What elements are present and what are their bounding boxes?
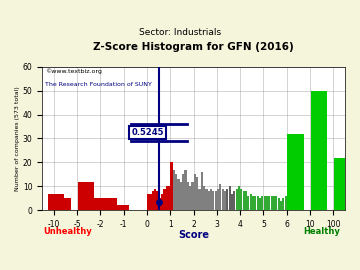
Bar xyxy=(229,186,231,210)
Title: Z-Score Histogram for GFN (2016): Z-Score Histogram for GFN (2016) xyxy=(93,42,294,52)
Bar xyxy=(284,196,287,210)
Bar xyxy=(264,196,266,210)
Bar xyxy=(187,181,189,210)
Bar xyxy=(249,194,252,210)
Bar xyxy=(266,196,268,210)
Bar xyxy=(280,201,282,210)
Bar xyxy=(273,196,275,210)
Bar xyxy=(149,194,152,210)
Bar xyxy=(278,198,280,210)
Bar xyxy=(288,134,303,210)
Bar xyxy=(189,186,191,210)
Bar xyxy=(282,198,284,210)
Bar xyxy=(212,191,215,210)
Bar xyxy=(257,196,259,210)
Text: Healthy: Healthy xyxy=(303,228,340,237)
Bar xyxy=(147,194,149,210)
Bar xyxy=(175,174,177,210)
X-axis label: Score: Score xyxy=(178,230,209,240)
Bar xyxy=(173,170,175,210)
Bar xyxy=(86,198,102,210)
Bar xyxy=(152,191,154,210)
Bar xyxy=(208,191,210,210)
Bar xyxy=(177,179,180,210)
Bar xyxy=(168,186,170,210)
Bar xyxy=(238,186,240,210)
Text: The Research Foundation of SUNY: The Research Foundation of SUNY xyxy=(45,82,152,87)
Bar xyxy=(254,196,256,210)
Bar xyxy=(217,189,219,210)
Bar xyxy=(194,174,196,210)
Bar xyxy=(196,177,198,210)
Text: 0.5245: 0.5245 xyxy=(131,128,164,137)
Bar xyxy=(271,196,273,210)
Bar xyxy=(154,189,156,210)
Bar xyxy=(334,158,350,210)
Bar xyxy=(219,184,221,210)
Bar xyxy=(161,194,163,210)
Bar xyxy=(170,162,172,210)
Bar xyxy=(203,186,205,210)
Bar xyxy=(192,181,194,210)
Bar xyxy=(180,181,182,210)
Bar xyxy=(231,194,233,210)
Bar xyxy=(55,198,71,210)
Bar xyxy=(311,91,327,210)
Bar xyxy=(205,189,207,210)
Bar xyxy=(210,189,212,210)
Bar xyxy=(182,174,184,210)
Bar xyxy=(259,198,261,210)
Bar xyxy=(268,196,270,210)
Text: ©www.textbiz.org: ©www.textbiz.org xyxy=(45,68,102,74)
Bar xyxy=(113,205,129,210)
Bar xyxy=(261,196,264,210)
Bar xyxy=(334,205,350,210)
Text: Sector: Industrials: Sector: Industrials xyxy=(139,28,221,37)
Bar xyxy=(240,189,242,210)
Bar xyxy=(157,191,159,210)
Bar xyxy=(159,198,161,210)
Bar xyxy=(184,170,186,210)
Bar xyxy=(247,196,249,210)
Bar xyxy=(78,181,94,210)
Bar xyxy=(222,189,224,210)
Bar xyxy=(224,191,226,210)
Bar xyxy=(226,189,229,210)
Bar xyxy=(275,196,277,210)
Bar xyxy=(252,196,254,210)
Bar xyxy=(198,189,201,210)
Text: Unhealthy: Unhealthy xyxy=(44,228,92,237)
Bar xyxy=(236,189,238,210)
Bar xyxy=(215,191,217,210)
Bar xyxy=(243,191,245,210)
Bar xyxy=(101,198,117,210)
Bar xyxy=(245,191,247,210)
Bar xyxy=(233,191,235,210)
Bar xyxy=(201,172,203,210)
Bar xyxy=(166,186,168,210)
Bar xyxy=(163,189,166,210)
Y-axis label: Number of companies (573 total): Number of companies (573 total) xyxy=(15,86,20,191)
Bar xyxy=(48,194,64,210)
